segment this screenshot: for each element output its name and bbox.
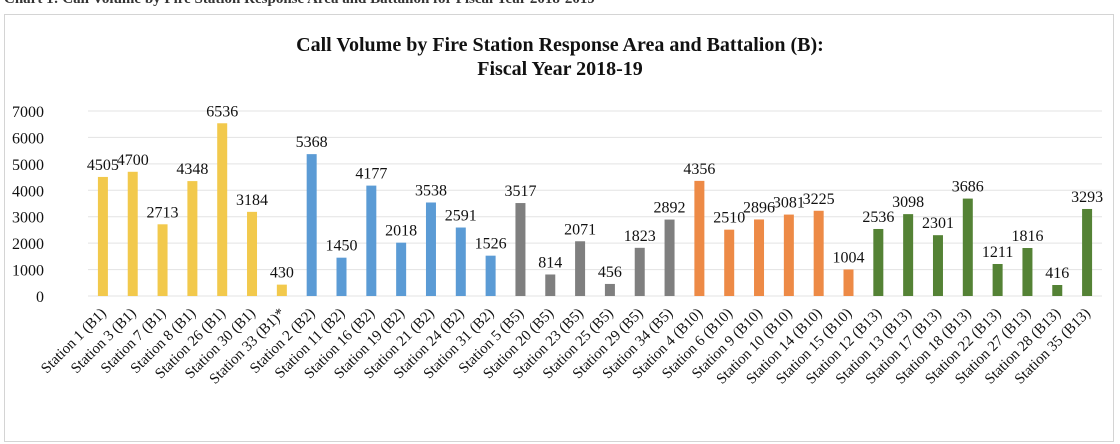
y-tick-label: 4000 — [12, 183, 44, 200]
data-label: 4505 — [87, 157, 119, 174]
data-label: 2591 — [445, 208, 477, 225]
bar — [336, 257, 347, 296]
bar — [903, 214, 914, 296]
data-label: 456 — [598, 264, 622, 281]
data-label: 3098 — [892, 194, 924, 211]
data-label: 2896 — [743, 199, 775, 216]
data-label: 4700 — [117, 152, 149, 169]
bar — [754, 219, 765, 296]
y-tick-label: 0 — [36, 289, 44, 306]
bar — [396, 242, 407, 296]
bar — [1082, 208, 1093, 296]
data-label: 3225 — [803, 191, 835, 208]
bar — [962, 198, 973, 296]
data-label: 4356 — [683, 161, 715, 178]
bar — [217, 123, 228, 297]
bar — [694, 180, 705, 296]
y-tick-label: 6000 — [12, 130, 44, 147]
bar — [276, 284, 287, 296]
bar — [724, 229, 735, 296]
bar — [366, 185, 377, 296]
bar — [545, 274, 556, 296]
data-label: 2071 — [564, 221, 596, 238]
data-label: 1211 — [982, 244, 1013, 261]
bar — [664, 219, 675, 296]
data-label: 6536 — [206, 103, 238, 120]
bar — [992, 263, 1003, 296]
y-tick-label: 3000 — [12, 210, 44, 227]
y-tick-label: 1000 — [12, 263, 44, 280]
data-label: 3184 — [236, 192, 268, 209]
cutoff-caption: Chart 1: Call Volume by Fire Station Res… — [0, 0, 1120, 9]
y-tick-label: 7000 — [12, 104, 44, 121]
bar — [843, 269, 854, 296]
data-label: 2536 — [862, 209, 894, 226]
bar — [604, 283, 615, 296]
bar — [306, 154, 317, 296]
bar — [634, 247, 645, 296]
data-label: 1526 — [475, 236, 507, 253]
data-label: 3081 — [773, 195, 805, 212]
data-label: 416 — [1045, 265, 1069, 282]
data-label: 1823 — [624, 228, 656, 245]
bar — [783, 214, 794, 296]
chart-title-line2: Fiscal Year 2018-19 — [477, 58, 643, 80]
data-label: 1450 — [326, 238, 358, 255]
data-label: 4348 — [176, 161, 208, 178]
bar — [1022, 248, 1033, 296]
data-label: 430 — [270, 265, 294, 282]
data-label: 3686 — [952, 179, 984, 196]
data-label: 3293 — [1071, 189, 1103, 206]
data-label: 3538 — [415, 182, 447, 199]
bar — [1052, 285, 1063, 296]
y-tick-label: 5000 — [12, 157, 44, 174]
bar — [157, 224, 168, 296]
data-label: 1816 — [1011, 228, 1043, 245]
bar — [97, 176, 108, 296]
bar — [127, 171, 138, 296]
bar — [932, 235, 943, 296]
data-label: 5368 — [296, 134, 328, 151]
bar — [813, 210, 824, 296]
data-label: 814 — [538, 254, 562, 271]
chart-title-line1: Call Volume by Fire Station Response Are… — [296, 34, 824, 56]
data-label: 2510 — [713, 210, 745, 227]
data-label: 3517 — [504, 183, 536, 200]
data-label: 2892 — [654, 200, 686, 217]
bar — [485, 255, 496, 296]
bar — [187, 181, 198, 296]
data-label: 2713 — [147, 204, 179, 221]
bar — [247, 211, 258, 296]
data-label: 2018 — [385, 223, 417, 240]
data-label: 4177 — [355, 166, 387, 183]
data-label: 2301 — [922, 215, 954, 232]
bar — [455, 227, 466, 296]
bar — [515, 203, 526, 296]
bar — [425, 202, 436, 296]
bar — [873, 228, 884, 296]
y-tick-label: 2000 — [12, 236, 44, 253]
data-label: 1004 — [833, 249, 865, 266]
bar — [575, 241, 586, 296]
